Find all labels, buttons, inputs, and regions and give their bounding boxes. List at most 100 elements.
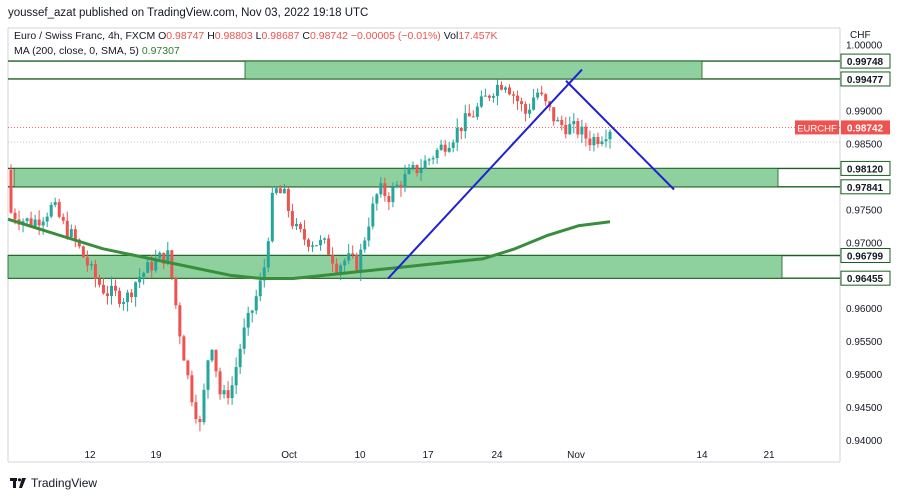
- low-label: L: [255, 30, 262, 42]
- candle-down: [552, 107, 556, 122]
- candle-up: [347, 253, 351, 261]
- candle-down: [37, 219, 41, 226]
- zone-price-label: 0.97841: [847, 183, 884, 194]
- candle-up: [142, 272, 146, 277]
- candle-up: [246, 312, 250, 328]
- candle-up: [479, 96, 483, 107]
- candle-up: [483, 95, 487, 97]
- footer-brand[interactable]: TradingView: [10, 476, 97, 490]
- zone-price-tag: [840, 179, 891, 195]
- candle-down: [214, 349, 218, 372]
- candle-down: [101, 284, 105, 294]
- candle-down: [335, 263, 339, 273]
- candle-up: [158, 252, 162, 259]
- candle-up: [230, 385, 234, 399]
- candle-down: [105, 293, 109, 297]
- candle-down: [584, 126, 588, 139]
- y-tick-label: 0.95500: [846, 337, 883, 348]
- candle-up: [274, 188, 278, 193]
- candle-down: [178, 305, 182, 337]
- candle-up: [311, 245, 315, 247]
- candle-up: [146, 262, 150, 273]
- candle-down: [499, 84, 503, 90]
- open-label: O: [158, 30, 167, 42]
- y-tick-label: 0.96000: [846, 304, 883, 315]
- ohlc-legend: Euro / Swiss Franc, 4h, FXCM O0.98747 H0…: [14, 30, 497, 42]
- candle-up: [41, 221, 45, 226]
- candle-up: [407, 168, 411, 174]
- candle-up: [447, 147, 451, 152]
- candle-up: [122, 302, 126, 304]
- candle-up: [572, 121, 576, 125]
- candle-down: [150, 262, 154, 271]
- brand-label: TradingView: [31, 476, 98, 490]
- x-tick-label: 19: [150, 450, 162, 461]
- symbol-tag-label: EURCHF: [797, 123, 837, 134]
- candle-up: [568, 124, 572, 135]
- candle-up: [254, 296, 258, 311]
- candle-down: [588, 138, 592, 146]
- candle-down: [190, 375, 194, 403]
- trendline: [387, 68, 583, 280]
- candle-down: [351, 253, 355, 255]
- candle-up: [528, 109, 532, 114]
- candle-down: [355, 254, 359, 272]
- candle-up: [411, 164, 415, 169]
- zone-price-label: 0.96799: [847, 252, 884, 263]
- candle-up: [134, 282, 138, 297]
- x-tick-label: 17: [422, 450, 434, 461]
- y-tick-label: 0.97000: [846, 238, 883, 249]
- candle-down: [286, 188, 290, 211]
- candle-down: [516, 95, 520, 102]
- candle-down: [85, 257, 89, 266]
- candle-up: [604, 139, 608, 142]
- candle-down: [399, 184, 403, 188]
- candle-down: [576, 121, 580, 135]
- candle-down: [278, 188, 282, 194]
- zone-price-tag: [840, 248, 891, 264]
- change-value: −0.00005 (−0.01%): [350, 30, 441, 42]
- candle-down: [118, 290, 122, 304]
- candle-up: [431, 158, 435, 160]
- candle-down: [97, 279, 101, 285]
- candle-down: [290, 210, 294, 227]
- candle-down: [596, 137, 600, 144]
- candle-up: [608, 131, 612, 140]
- close-value: 0.98742: [310, 30, 348, 42]
- zone-price-label: 0.99477: [847, 75, 884, 86]
- candle-up: [126, 292, 130, 303]
- candle-up: [395, 184, 399, 188]
- candle-up: [367, 226, 371, 241]
- candle-up: [532, 97, 536, 110]
- zone-price-label: 0.96455: [847, 274, 884, 285]
- candle-up: [536, 92, 540, 98]
- ma-label[interactable]: MA (200, close, 0, SMA, 5): [14, 45, 139, 57]
- candle-up: [435, 149, 439, 159]
- candle-up: [53, 202, 57, 205]
- candle-down: [186, 360, 190, 376]
- candle-up: [202, 389, 206, 423]
- candle-down: [174, 277, 178, 306]
- candle-up: [89, 264, 93, 266]
- open-value: 0.98747: [166, 30, 205, 42]
- candle-down: [327, 238, 331, 255]
- symbol-label[interactable]: Euro / Swiss Franc, 4h, FXCM: [14, 30, 156, 42]
- candle-up: [45, 216, 49, 222]
- candle-up: [166, 250, 170, 264]
- last-price-tag: [841, 120, 890, 135]
- candle-up: [210, 349, 214, 361]
- candle-up: [419, 168, 423, 174]
- candle-down: [459, 127, 463, 132]
- x-tick-label: 21: [763, 450, 775, 461]
- low-value: 0.98687: [261, 30, 300, 42]
- candle-up: [371, 203, 375, 227]
- x-tick-label: Nov: [567, 450, 585, 461]
- candle-down: [226, 390, 230, 399]
- candle-down: [383, 183, 387, 197]
- candle-up: [375, 194, 379, 204]
- candle-down: [306, 239, 310, 247]
- candle-down: [512, 94, 516, 96]
- y-tick-label: 1.00000: [846, 40, 883, 51]
- candle-down: [298, 223, 302, 230]
